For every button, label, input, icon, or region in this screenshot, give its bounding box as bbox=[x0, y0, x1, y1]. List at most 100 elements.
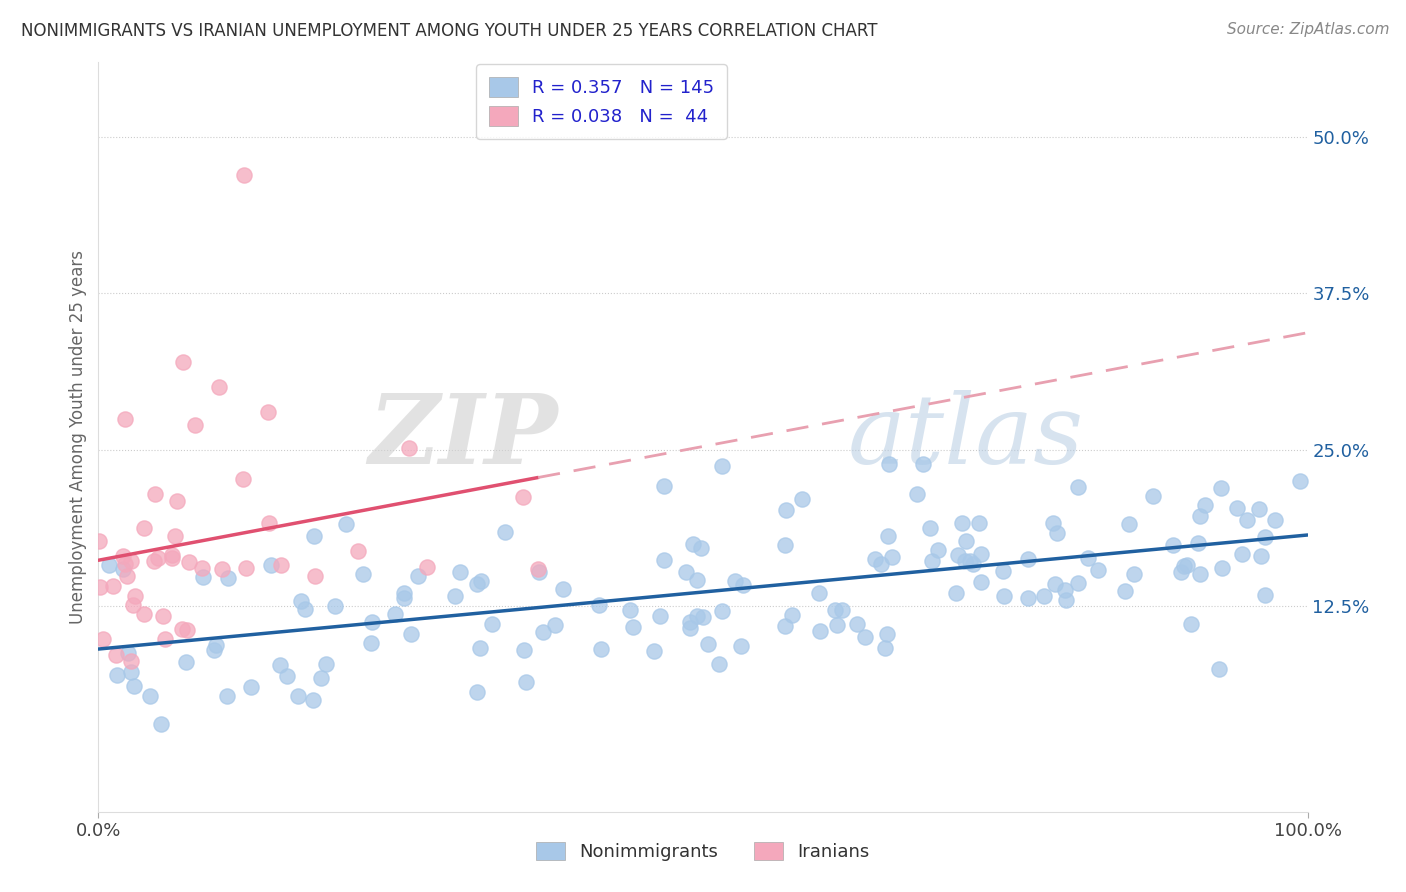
Point bbox=[775, 503, 797, 517]
Point bbox=[260, 558, 283, 573]
Point bbox=[150, 717, 173, 731]
Point bbox=[335, 517, 357, 532]
Point bbox=[865, 552, 887, 566]
Point bbox=[945, 586, 967, 600]
Point bbox=[1118, 516, 1140, 531]
Point bbox=[179, 555, 201, 569]
Point bbox=[416, 560, 439, 574]
Point bbox=[1250, 549, 1272, 563]
Y-axis label: Unemployment Among Youth under 25 years: Unemployment Among Youth under 25 years bbox=[69, 250, 87, 624]
Point bbox=[111, 549, 134, 563]
Point bbox=[105, 668, 128, 682]
Point bbox=[112, 562, 135, 576]
Point bbox=[399, 627, 422, 641]
Point bbox=[468, 640, 491, 655]
Point bbox=[146, 551, 169, 566]
Point bbox=[1254, 531, 1277, 545]
Point bbox=[512, 642, 534, 657]
Point bbox=[398, 441, 420, 455]
Point bbox=[360, 636, 382, 650]
Point bbox=[527, 565, 550, 579]
Point bbox=[515, 674, 537, 689]
Point bbox=[120, 665, 142, 680]
Point bbox=[877, 529, 900, 543]
Point bbox=[1236, 513, 1258, 527]
Point bbox=[927, 543, 949, 558]
Point bbox=[217, 690, 239, 704]
Point bbox=[114, 558, 136, 572]
Point bbox=[905, 487, 928, 501]
Point bbox=[481, 617, 503, 632]
Point bbox=[692, 610, 714, 624]
Point bbox=[650, 609, 672, 624]
Point bbox=[950, 516, 973, 530]
Point bbox=[465, 577, 488, 591]
Point bbox=[1230, 548, 1253, 562]
Point bbox=[679, 615, 702, 629]
Point bbox=[527, 562, 550, 576]
Point bbox=[494, 524, 516, 539]
Point bbox=[962, 557, 984, 571]
Point bbox=[1114, 584, 1136, 599]
Point bbox=[121, 654, 143, 668]
Point bbox=[1054, 583, 1077, 598]
Point bbox=[679, 621, 702, 635]
Point bbox=[1189, 508, 1212, 523]
Point bbox=[172, 355, 194, 369]
Point bbox=[875, 640, 897, 655]
Point bbox=[290, 594, 312, 608]
Point bbox=[232, 471, 254, 485]
Point bbox=[152, 608, 174, 623]
Point bbox=[825, 618, 848, 632]
Point bbox=[1226, 501, 1249, 516]
Point bbox=[686, 573, 709, 587]
Point bbox=[302, 529, 325, 543]
Point bbox=[696, 636, 718, 650]
Point bbox=[443, 589, 465, 603]
Point bbox=[205, 638, 228, 652]
Point bbox=[256, 405, 278, 419]
Point bbox=[294, 602, 316, 616]
Point bbox=[970, 574, 993, 589]
Point bbox=[166, 494, 188, 508]
Point bbox=[309, 671, 332, 685]
Point bbox=[686, 609, 709, 624]
Text: Source: ZipAtlas.com: Source: ZipAtlas.com bbox=[1226, 22, 1389, 37]
Point bbox=[392, 591, 415, 605]
Point bbox=[918, 521, 941, 535]
Point bbox=[191, 570, 214, 584]
Point bbox=[652, 553, 675, 567]
Point bbox=[824, 602, 846, 616]
Point bbox=[1289, 474, 1312, 488]
Point bbox=[970, 547, 993, 561]
Point bbox=[105, 648, 128, 662]
Point bbox=[808, 624, 831, 639]
Point bbox=[512, 490, 534, 504]
Point bbox=[117, 646, 139, 660]
Point bbox=[139, 690, 162, 704]
Point bbox=[1187, 536, 1209, 550]
Text: ZIP: ZIP bbox=[368, 390, 558, 484]
Point bbox=[89, 580, 111, 594]
Point bbox=[323, 599, 346, 613]
Point bbox=[588, 598, 610, 612]
Point bbox=[301, 693, 323, 707]
Point bbox=[1054, 593, 1077, 607]
Point bbox=[208, 380, 231, 394]
Point bbox=[531, 625, 554, 640]
Point bbox=[711, 459, 734, 474]
Point bbox=[160, 548, 183, 562]
Point bbox=[1264, 513, 1286, 527]
Point bbox=[707, 657, 730, 671]
Point bbox=[257, 516, 280, 530]
Point bbox=[184, 417, 207, 432]
Legend: Nonimmigrants, Iranians: Nonimmigrants, Iranians bbox=[527, 833, 879, 870]
Point bbox=[392, 586, 415, 600]
Point bbox=[724, 574, 747, 588]
Point bbox=[773, 538, 796, 552]
Point bbox=[143, 554, 166, 568]
Point bbox=[1194, 498, 1216, 512]
Point bbox=[1017, 591, 1039, 606]
Point bbox=[1253, 588, 1275, 602]
Point bbox=[97, 558, 120, 573]
